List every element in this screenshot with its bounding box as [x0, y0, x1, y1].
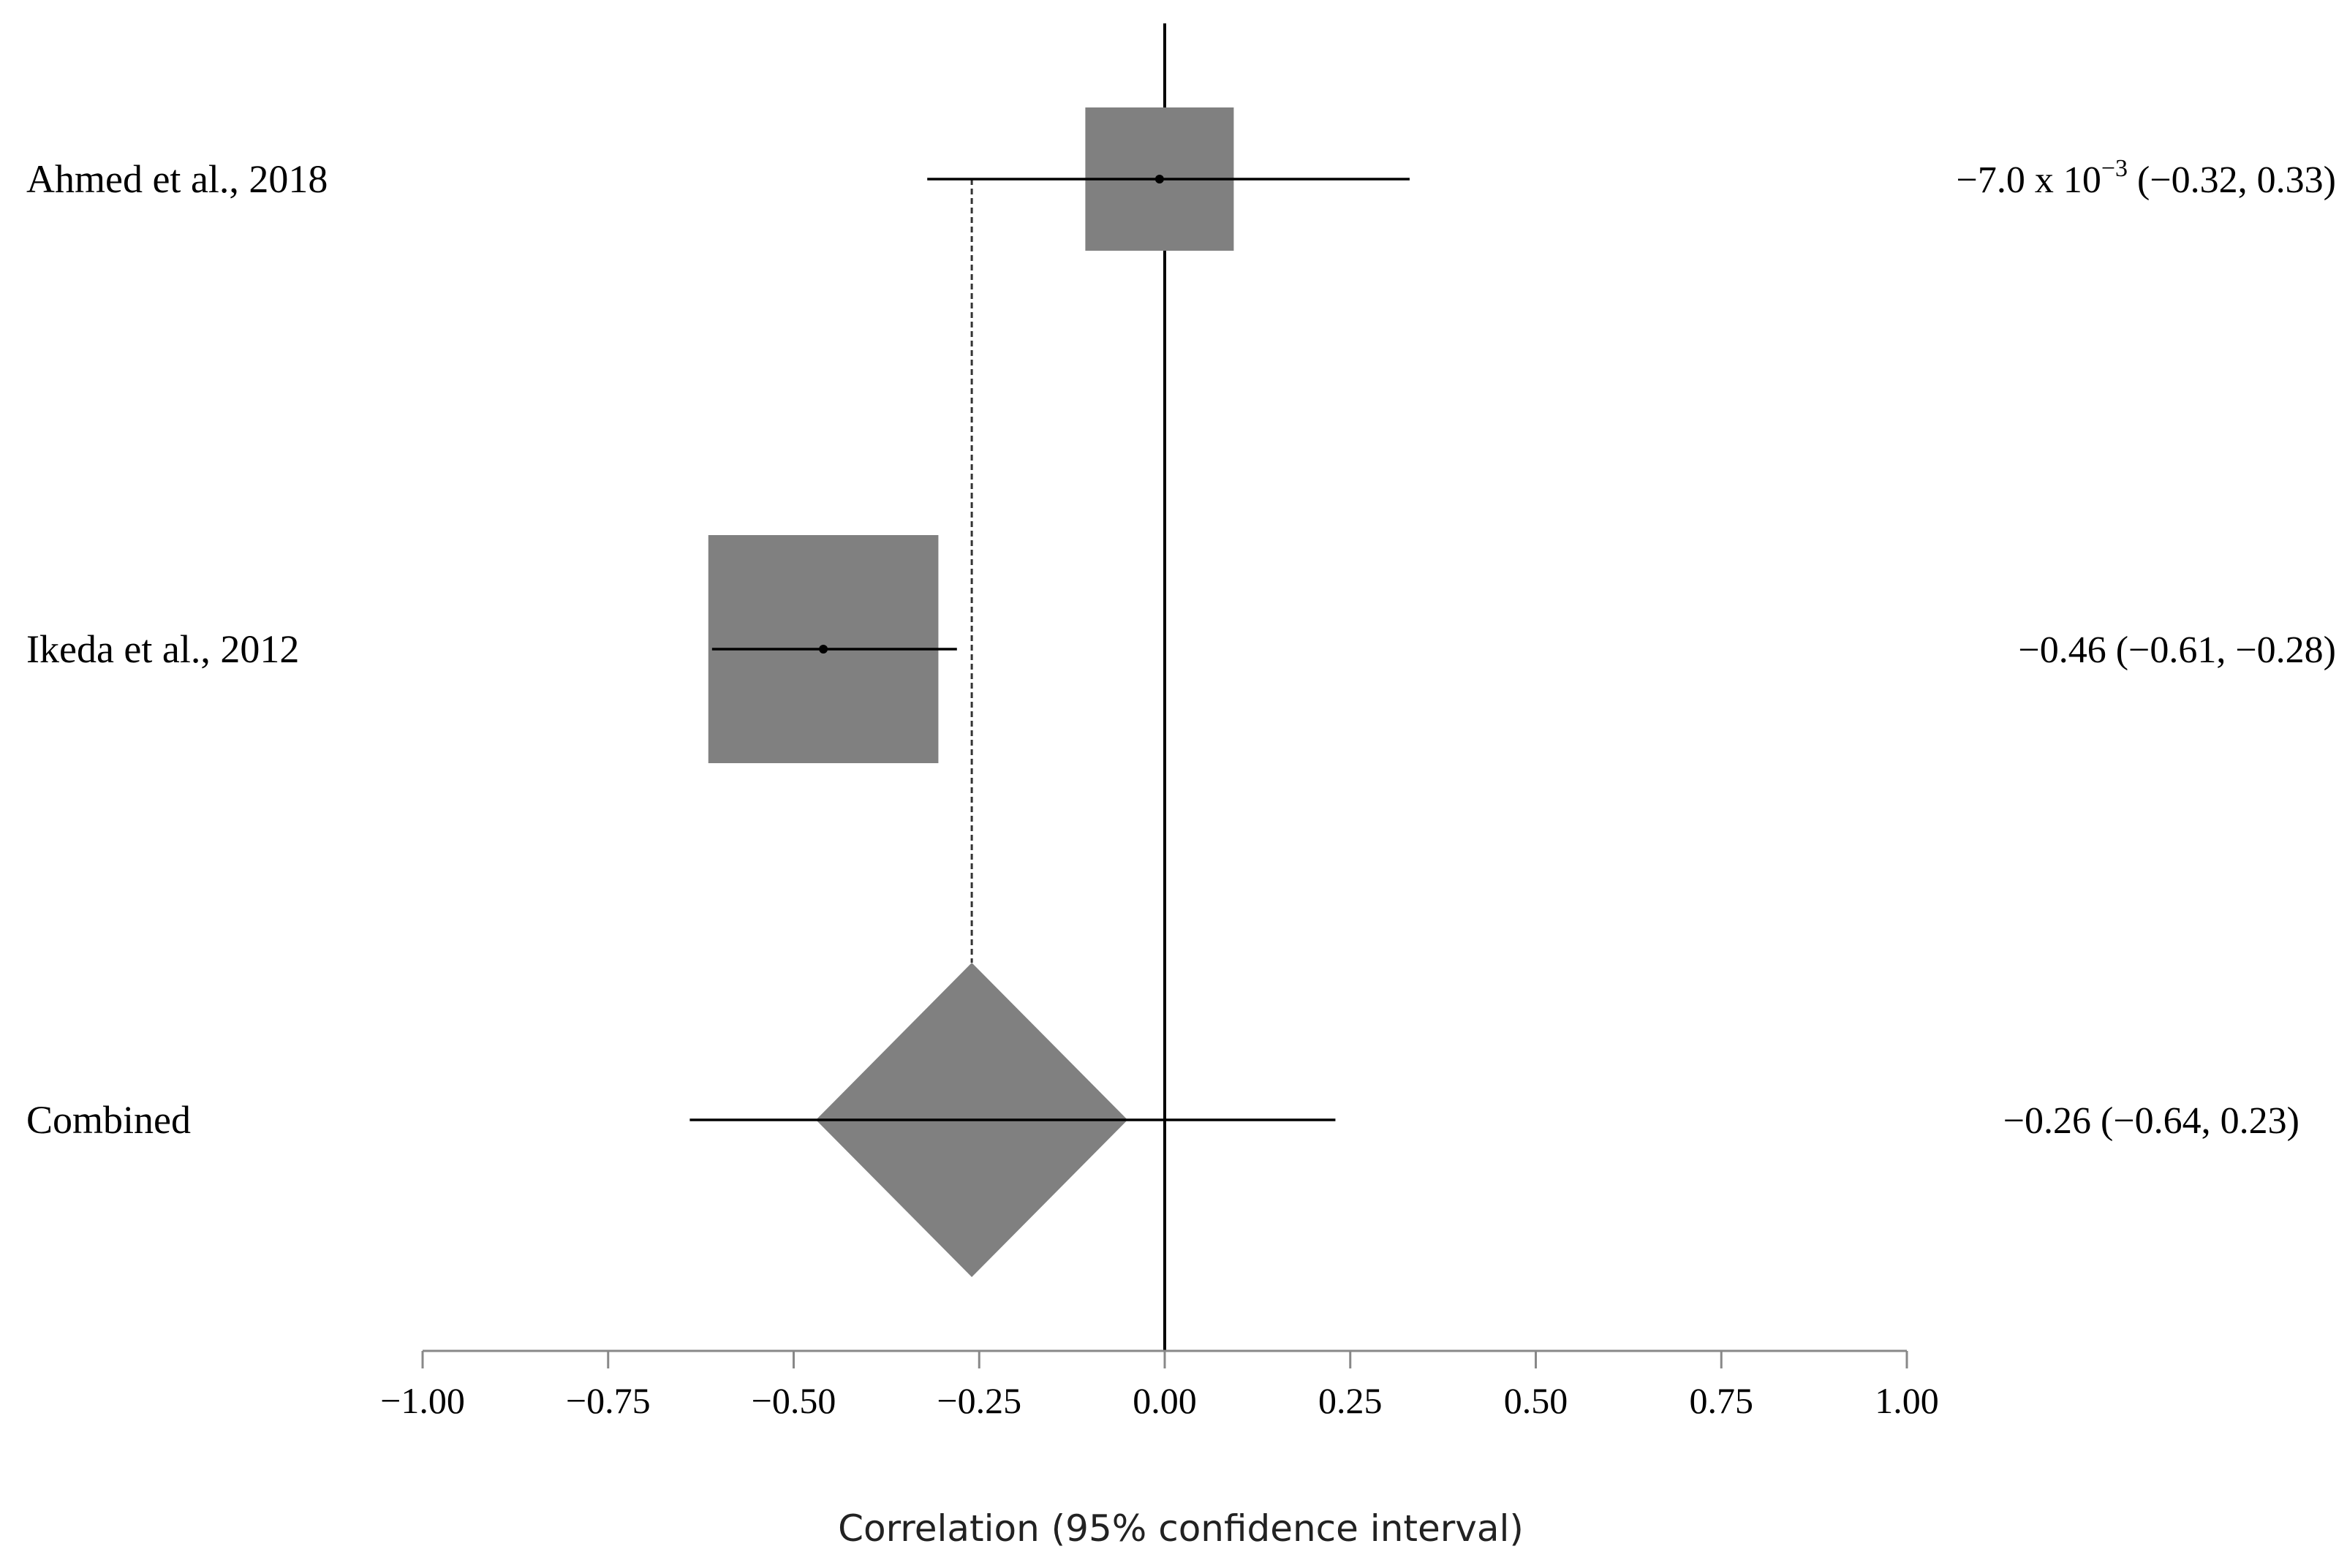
study-label-0: Ahmed et al., 2018 — [26, 157, 328, 201]
study-point-1 — [819, 645, 828, 654]
study-estimate-0: −7.0 x 10−3 (−0.32, 0.33) — [1957, 155, 2336, 201]
combined-label: Combined — [26, 1098, 191, 1142]
study-estimate-exp-0: −3 — [2101, 155, 2128, 182]
x-tick-label-8: 1.00 — [1875, 1380, 1939, 1421]
study-estimate-ci-0: (−0.32, 0.33) — [2128, 159, 2336, 201]
x-tick-label-6: 0.50 — [1504, 1380, 1568, 1421]
labels: Ahmed et al., 2018 −7.0 x 10−3 (−0.32, 0.… — [26, 155, 2336, 1142]
x-tick-label-5: 0.25 — [1318, 1380, 1383, 1421]
study-estimate-main-0: −7.0 x 10 — [1957, 159, 2101, 201]
x-axis-title: Correlation (95% confidence interval) — [838, 1507, 1524, 1550]
x-tick-label-7: 0.75 — [1690, 1380, 1754, 1421]
x-tick-label-3: −0.25 — [937, 1380, 1021, 1421]
x-tick-label-2: −0.50 — [752, 1380, 836, 1421]
combined-estimate: −0.26 (−0.64, 0.23) — [2003, 1100, 2299, 1142]
x-tick-label-4: 0.00 — [1133, 1380, 1197, 1421]
x-tick-label-0: −1.00 — [380, 1380, 465, 1421]
study-label-1: Ikeda et al., 2012 — [26, 627, 299, 671]
x-tick-label-1: −0.75 — [566, 1380, 651, 1421]
study-estimate-1: −0.46 (−0.61, −0.28) — [2018, 629, 2336, 671]
study-marks — [689, 107, 1410, 1277]
study-estimate-main-1: −0.46 (−0.61, −0.28) — [2018, 629, 2336, 671]
x-axis: −1.00 −0.75 −0.50 −0.25 0.00 0.25 0.50 0.75 1.00 — [380, 1349, 1939, 1421]
study-point-0 — [1154, 175, 1164, 183]
